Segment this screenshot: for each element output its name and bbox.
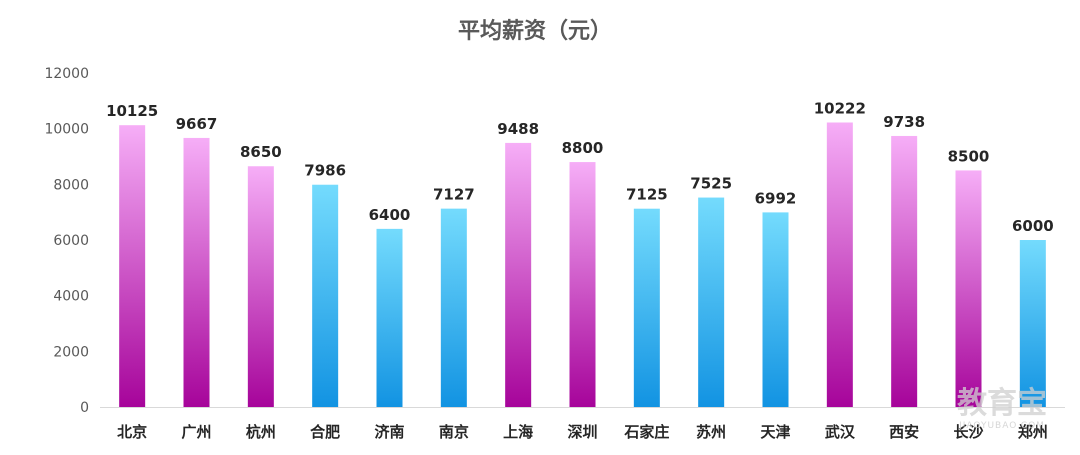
bar [505,142,532,407]
y-tick-label: 6000 [53,233,89,249]
watermark-text: 教育宝 [957,386,1047,421]
data-label: 10125 [106,102,158,120]
y-tick-label: 8000 [53,177,89,193]
bar [1019,240,1046,407]
bar [247,166,274,407]
bars-group [119,122,1046,408]
y-tick-label: 4000 [53,289,89,305]
x-tick-label: 郑州 [1018,423,1048,441]
data-label: 10222 [814,99,866,117]
x-tick-label: 长沙 [953,423,983,441]
y-tick-label: 0 [80,400,89,416]
bar [633,208,660,407]
x-axis: 北京 广州 杭州 合肥 济南 南京 上海 深圳 石家庄 苏州 天津 武汉 西安 长沙 郑州 [117,423,1048,441]
data-label: 8650 [240,143,282,161]
x-tick-label: 深圳 [567,423,597,441]
bar [119,125,146,407]
bar [312,184,339,407]
x-tick-label: 广州 [181,423,211,441]
bar [698,197,725,407]
x-tick-label: 南京 [439,423,469,441]
x-tick-label: 西安 [889,423,919,441]
x-tick-label: 武汉 [825,423,856,441]
bar [762,212,789,407]
y-tick-label: 10000 [44,122,89,138]
x-tick-label: 济南 [374,423,404,441]
y-axis: 0 2000 4000 6000 8000 10000 12000 [44,66,89,416]
data-label: 9488 [497,120,539,138]
bar [183,137,210,407]
data-label: 7986 [304,162,346,180]
data-labels-group: 10125 9667 8650 7986 6400 7127 9488 8800 7125 752… [106,99,1054,235]
x-tick-label: 合肥 [309,423,340,441]
x-tick-label: 石家庄 [623,423,669,441]
data-label: 9667 [176,115,218,133]
bar [826,122,853,407]
data-label: 8500 [948,147,990,165]
y-tick-label: 12000 [44,66,89,82]
watermark-subtext: JIAOYUBAO.COM [958,421,1045,431]
data-label: 9738 [883,113,925,131]
chart-title: 平均薪资（元） [458,18,612,44]
data-label: 7125 [626,186,668,204]
data-label: 7525 [690,175,732,193]
data-label: 6992 [755,189,797,207]
y-tick-label: 2000 [53,344,89,360]
x-tick-label: 杭州 [246,423,276,441]
bar [376,228,403,407]
data-label: 6000 [1012,217,1054,235]
bar [955,170,982,407]
bar [440,208,467,407]
data-label: 8800 [562,139,604,157]
x-tick-label: 天津 [760,423,790,441]
bar [891,135,918,408]
x-tick-label: 北京 [117,423,147,441]
x-tick-label: 上海 [503,423,533,441]
data-label: 6400 [369,206,411,224]
x-tick-label: 苏州 [696,423,726,441]
bar [569,162,596,407]
watermark: 教育宝 JIAOYUBAO.COM [957,386,1047,431]
data-label: 7127 [433,186,475,204]
